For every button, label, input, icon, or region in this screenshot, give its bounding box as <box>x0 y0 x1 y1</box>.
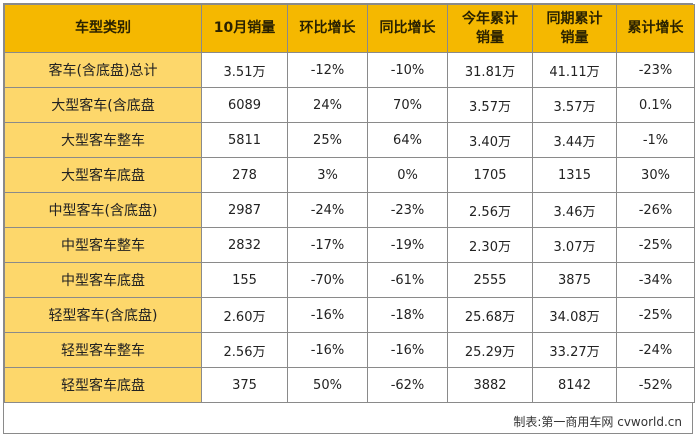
table-cell: -25% <box>616 297 695 333</box>
table-row: 轻型客车(含底盘) 2.60万 -16% -18% 25.68万 34.08万 -25% <box>4 297 695 333</box>
table-cell: 0% <box>367 157 448 193</box>
table-caption: 制表:第一商用车网 cvworld.cn <box>513 415 682 429</box>
table-cell: -17% <box>287 227 368 263</box>
table-cell: 3.07万 <box>532 227 617 263</box>
table-cell: 25.68万 <box>447 297 533 333</box>
table-cell: 70% <box>367 87 448 123</box>
table-cell: 41.11万 <box>532 52 617 88</box>
row-category-cell: 中型客车底盘 <box>4 262 202 298</box>
table-cell: -24% <box>616 332 695 368</box>
table-cell: 25% <box>287 122 368 158</box>
table-cell: 64% <box>367 122 448 158</box>
table-cell: 1315 <box>532 157 617 193</box>
row-category-cell: 大型客车底盘 <box>4 157 202 193</box>
table-cell: 33.27万 <box>532 332 617 368</box>
table-cell: -34% <box>616 262 695 298</box>
table-cell: 3.57万 <box>447 87 533 123</box>
table-cell: -25% <box>616 227 695 263</box>
table-cell: 278 <box>201 157 288 193</box>
sales-table: 车型类别 10月销量 环比增长 同比增长 今年累计 销量 同期累计 销量 累计增… <box>4 4 695 403</box>
header-category: 车型类别 <box>4 4 202 53</box>
table-cell: 2.56万 <box>201 332 288 368</box>
header-yoy-growth: 同比增长 <box>367 4 448 53</box>
table-cell: 3.51万 <box>201 52 288 88</box>
table-cell: 0.1% <box>616 87 695 123</box>
table-cell: -62% <box>367 367 448 403</box>
table-row: 中型客车底盘 155 -70% -61% 2555 3875 -34% <box>4 262 695 298</box>
table-cell: 3.57万 <box>532 87 617 123</box>
header-ytd-growth: 累计增长 <box>616 4 695 53</box>
sales-table-container: 车型类别 10月销量 环比增长 同比增长 今年累计 销量 同期累计 销量 累计增… <box>3 3 695 434</box>
table-cell: -52% <box>616 367 695 403</box>
table-cell: 6089 <box>201 87 288 123</box>
table-cell: 375 <box>201 367 288 403</box>
row-category-cell: 中型客车整车 <box>4 227 202 263</box>
table-cell: 2555 <box>447 262 533 298</box>
table-cell: 50% <box>287 367 368 403</box>
table-cell: -16% <box>287 297 368 333</box>
table-cell: 2.30万 <box>447 227 533 263</box>
row-category-cell: 轻型客车整车 <box>4 332 202 368</box>
header-oct-sales: 10月销量 <box>201 4 288 53</box>
table-row: 大型客车(含底盘 6089 24% 70% 3.57万 3.57万 0.1% <box>4 87 695 123</box>
table-cell: 2.56万 <box>447 192 533 228</box>
table-cell: 3.40万 <box>447 122 533 158</box>
header-mom-growth: 环比增长 <box>287 4 368 53</box>
table-cell: 8142 <box>532 367 617 403</box>
header-ytd-sales: 今年累计 销量 <box>447 4 533 53</box>
table-row: 轻型客车底盘 375 50% -62% 3882 8142 -52% <box>4 367 695 403</box>
table-row: 中型客车(含底盘) 2987 -24% -23% 2.56万 3.46万 -26% <box>4 192 695 228</box>
row-category-cell: 大型客车(含底盘 <box>4 87 202 123</box>
table-cell: -16% <box>287 332 368 368</box>
table-cell: -1% <box>616 122 695 158</box>
table-cell: 1705 <box>447 157 533 193</box>
table-cell: 30% <box>616 157 695 193</box>
table-row: 客车(含底盘)总计 3.51万 -12% -10% 31.81万 41.11万 -23% <box>4 52 695 88</box>
table-cell: -16% <box>367 332 448 368</box>
table-header-row: 车型类别 10月销量 环比增长 同比增长 今年累计 销量 同期累计 销量 累计增… <box>4 4 695 53</box>
table-cell: 3% <box>287 157 368 193</box>
row-category-cell: 客车(含底盘)总计 <box>4 52 202 88</box>
table-cell: 24% <box>287 87 368 123</box>
table-row: 大型客车整车 5811 25% 64% 3.40万 3.44万 -1% <box>4 122 695 158</box>
row-category-cell: 轻型客车(含底盘) <box>4 297 202 333</box>
table-cell: 5811 <box>201 122 288 158</box>
table-cell: 2987 <box>201 192 288 228</box>
table-cell: -10% <box>367 52 448 88</box>
table-row: 中型客车整车 2832 -17% -19% 2.30万 3.07万 -25% <box>4 227 695 263</box>
table-cell: -12% <box>287 52 368 88</box>
table-cell: 25.29万 <box>447 332 533 368</box>
table-row: 大型客车底盘 278 3% 0% 1705 1315 30% <box>4 157 695 193</box>
table-cell: -26% <box>616 192 695 228</box>
table-cell: 3.44万 <box>532 122 617 158</box>
table-cell: 155 <box>201 262 288 298</box>
table-cell: -70% <box>287 262 368 298</box>
table-cell: -19% <box>367 227 448 263</box>
table-cell: 31.81万 <box>447 52 533 88</box>
header-ly-ytd-sales: 同期累计 销量 <box>532 4 617 53</box>
table-cell: -24% <box>287 192 368 228</box>
row-category-cell: 大型客车整车 <box>4 122 202 158</box>
row-category-cell: 轻型客车底盘 <box>4 367 202 403</box>
table-cell: -23% <box>367 192 448 228</box>
table-cell: 3875 <box>532 262 617 298</box>
table-cell: -23% <box>616 52 695 88</box>
table-cell: 2832 <box>201 227 288 263</box>
table-cell: 3882 <box>447 367 533 403</box>
table-cell: -18% <box>367 297 448 333</box>
table-row: 轻型客车整车 2.56万 -16% -16% 25.29万 33.27万 -24% <box>4 332 695 368</box>
table-cell: 34.08万 <box>532 297 617 333</box>
row-category-cell: 中型客车(含底盘) <box>4 192 202 228</box>
table-cell: -61% <box>367 262 448 298</box>
table-cell: 3.46万 <box>532 192 617 228</box>
table-cell: 2.60万 <box>201 297 288 333</box>
